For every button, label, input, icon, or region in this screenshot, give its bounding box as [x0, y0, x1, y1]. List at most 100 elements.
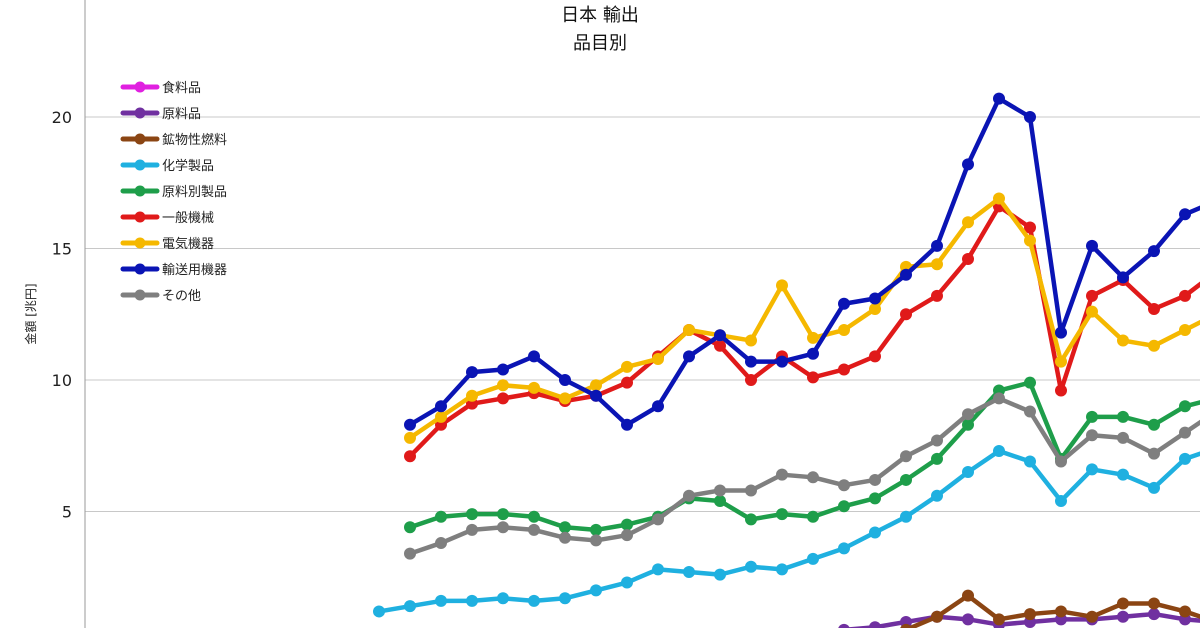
data-point	[497, 363, 509, 375]
data-point	[931, 290, 943, 302]
legend-label: 食料品	[162, 80, 201, 96]
data-point	[1055, 605, 1067, 617]
data-point	[466, 390, 478, 402]
legend: 食料品原料品鉱物性燃料化学製品原料別製品一般機械電気機器輸送用機器その他	[123, 80, 227, 304]
data-point	[1117, 432, 1129, 444]
data-point	[1086, 429, 1098, 441]
data-point	[838, 500, 850, 512]
legend-label: 原料品	[162, 107, 201, 122]
gridlines	[85, 117, 1200, 512]
data-point	[714, 484, 726, 496]
data-point	[559, 392, 571, 404]
data-point	[435, 595, 447, 607]
legend-swatch-marker	[135, 134, 146, 145]
data-point	[1179, 400, 1191, 412]
data-point	[1179, 453, 1191, 465]
data-point	[900, 450, 912, 462]
data-point	[652, 563, 664, 575]
data-point	[869, 350, 881, 362]
data-point	[404, 419, 416, 431]
data-point	[683, 350, 695, 362]
data-point	[1117, 469, 1129, 481]
data-point	[776, 469, 788, 481]
data-point	[466, 595, 478, 607]
data-point	[1024, 406, 1036, 418]
data-point	[404, 521, 416, 533]
data-point	[1117, 411, 1129, 423]
data-point	[869, 621, 881, 628]
data-point	[1117, 271, 1129, 283]
data-point	[807, 553, 819, 565]
series-layer	[94, 93, 1200, 628]
y-tick-label: 5	[62, 503, 72, 522]
y-axis-label: 金額 [兆円]	[23, 283, 38, 344]
data-point	[900, 511, 912, 523]
data-point	[838, 324, 850, 336]
data-point	[807, 511, 819, 523]
data-point	[683, 566, 695, 578]
data-point	[869, 292, 881, 304]
data-point	[559, 532, 571, 544]
data-point	[745, 356, 757, 368]
data-point	[745, 374, 757, 386]
data-point	[590, 390, 602, 402]
data-point	[1179, 427, 1191, 439]
data-point	[435, 537, 447, 549]
data-point	[1024, 377, 1036, 389]
data-point	[435, 411, 447, 423]
data-point	[931, 453, 943, 465]
data-point	[1148, 340, 1160, 352]
legend-item: 一般機械	[123, 210, 214, 226]
data-point	[838, 624, 850, 628]
series-line	[410, 335, 1200, 530]
data-point	[466, 524, 478, 536]
data-point	[621, 529, 633, 541]
series-line	[410, 270, 1200, 554]
y-tick-label: 10	[52, 371, 72, 390]
series-line	[410, 149, 1200, 457]
data-point	[1117, 335, 1129, 347]
data-point	[621, 377, 633, 389]
y-tick-label: 15	[52, 240, 72, 259]
chart-subtitle: 品目別	[573, 33, 627, 54]
data-point	[652, 513, 664, 525]
data-point	[900, 269, 912, 281]
data-point	[621, 577, 633, 589]
data-point	[1148, 482, 1160, 494]
data-point	[1086, 611, 1098, 623]
legend-item: その他	[123, 289, 201, 304]
data-point	[776, 563, 788, 575]
series	[404, 143, 1200, 463]
data-point	[621, 519, 633, 531]
data-point	[559, 374, 571, 386]
series-line	[410, 191, 1200, 438]
y-tick-label: 20	[52, 108, 72, 127]
data-point	[714, 495, 726, 507]
data-point	[962, 216, 974, 228]
data-point	[373, 605, 385, 617]
data-point	[621, 361, 633, 373]
data-point	[931, 490, 943, 502]
data-point	[993, 193, 1005, 205]
data-point	[404, 548, 416, 560]
data-point	[993, 613, 1005, 625]
data-point	[776, 356, 788, 368]
data-point	[1024, 235, 1036, 247]
data-point	[590, 379, 602, 391]
data-point	[962, 613, 974, 625]
data-point	[528, 524, 540, 536]
legend-item: 鉱物性燃料	[123, 132, 227, 148]
legend-label: 鉱物性燃料	[162, 132, 227, 148]
data-point	[962, 590, 974, 602]
data-point	[404, 432, 416, 444]
data-point	[652, 353, 664, 365]
data-point	[590, 534, 602, 546]
data-point	[435, 400, 447, 412]
data-point	[1024, 608, 1036, 620]
data-point	[993, 392, 1005, 404]
data-point	[683, 490, 695, 502]
line-chart: 5 10 15 20 日本 輸出 品目別 金額 [兆円] 食料品 原料品 鉱物性燃料 化学製…	[0, 0, 1200, 628]
data-point	[497, 521, 509, 533]
data-point	[652, 400, 664, 412]
data-point	[745, 484, 757, 496]
